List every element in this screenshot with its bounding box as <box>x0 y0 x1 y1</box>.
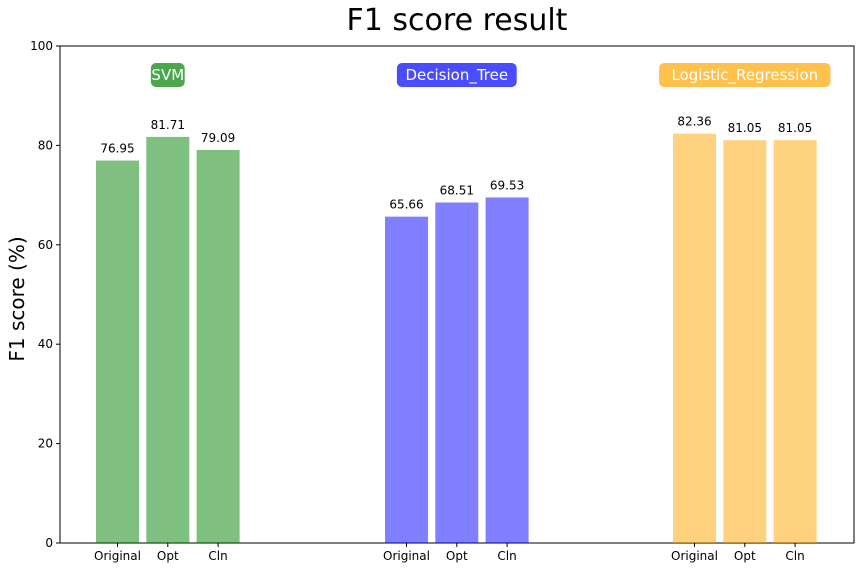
bar-decision_tree-cln <box>485 197 529 543</box>
x-tick-label: Cln <box>208 549 227 563</box>
x-tick-label: Original <box>383 549 430 563</box>
x-tick-label: Cln <box>497 549 516 563</box>
y-tick-label: 100 <box>30 39 53 53</box>
bar-value-label: 69.53 <box>490 178 524 192</box>
group-badge <box>659 63 831 87</box>
bar-value-label: 79.09 <box>201 131 235 145</box>
bar-value-label: 68.51 <box>440 184 474 198</box>
bar-logistic_regression-original <box>673 133 716 543</box>
group-badge <box>150 63 185 87</box>
bar-logistic_regression-opt <box>723 140 767 543</box>
bar-value-label: 82.36 <box>677 115 711 129</box>
x-tick-label: Cln <box>785 549 804 563</box>
bar-decision_tree-original <box>385 216 428 543</box>
x-tick-label: Opt <box>734 549 756 563</box>
bar-logistic_regression-cln <box>773 140 817 543</box>
bar-svm-opt <box>146 136 190 543</box>
bar-value-label: 81.05 <box>728 121 762 135</box>
group-badge-label: Decision_Tree <box>405 66 508 85</box>
y-tick-label: 60 <box>38 238 53 252</box>
group-badge <box>396 63 517 87</box>
x-tick-label: Original <box>94 549 141 563</box>
bar-value-label: 76.95 <box>100 142 134 156</box>
y-tick-label: 80 <box>38 138 53 152</box>
y-tick-label: 20 <box>38 437 53 451</box>
y-tick-label: 40 <box>38 337 53 351</box>
bar-value-label: 81.71 <box>151 118 185 132</box>
bar-svm-cln <box>196 149 240 543</box>
bar-value-label: 65.66 <box>389 198 423 212</box>
y-axis-label: F1 score (%) <box>5 236 29 361</box>
x-tick-label: Opt <box>446 549 468 563</box>
x-tick-label: Original <box>671 549 718 563</box>
y-tick-label: 0 <box>45 536 53 550</box>
bar-svm-original <box>96 160 139 543</box>
group-badge-label: Logistic_Regression <box>671 66 818 85</box>
x-tick-label: Opt <box>157 549 179 563</box>
bar-value-label: 81.05 <box>778 121 812 135</box>
group-badge-label: SVM <box>151 66 184 84</box>
chart-title: F1 score result <box>347 3 568 38</box>
bar-decision_tree-opt <box>435 202 479 543</box>
plot-area: 0 20 40 60 80 100 76.95 Original 81.71 Opt 79.09 Cl… <box>30 39 855 563</box>
